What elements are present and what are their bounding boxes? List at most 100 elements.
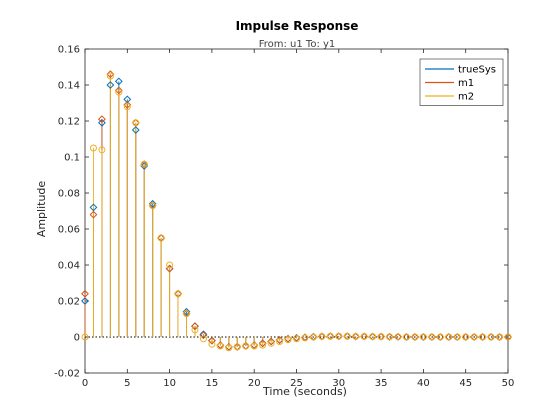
marker-m1 <box>98 115 106 124</box>
legend-label-trueSys: trueSys <box>458 65 496 76</box>
marker-m2 <box>115 88 123 96</box>
x-tick-label: 40 <box>417 378 430 389</box>
marker-m2 <box>479 333 487 341</box>
y-tick-label: 0 <box>74 333 80 344</box>
marker-m2 <box>157 234 165 242</box>
y-axis-label: Amplitude <box>35 181 48 238</box>
plot-area: 0 5 10 15 20 25 30 35 40 45 50-0.0200.020.040.060.… <box>54 45 514 390</box>
marker-m2 <box>301 334 309 342</box>
marker-m2 <box>183 310 191 318</box>
marker-trueSys <box>182 307 191 316</box>
marker-m1 <box>199 331 208 340</box>
x-axis-label: Time (seconds) <box>262 385 347 398</box>
marker-m2 <box>89 144 97 152</box>
marker-trueSys <box>199 330 208 339</box>
marker-m2 <box>81 333 89 341</box>
marker-m1 <box>258 339 267 348</box>
legend: trueSys m1 m2 <box>419 58 504 106</box>
marker-m2 <box>149 202 157 210</box>
y-tick-label: 0.1 <box>64 153 80 164</box>
marker-m1 <box>123 100 132 109</box>
y-tick-label: 0.08 <box>58 189 80 200</box>
x-tick-label: 50 <box>502 378 515 389</box>
marker-trueSys <box>123 95 132 104</box>
marker-trueSys <box>131 126 140 134</box>
marker-m2 <box>140 160 148 168</box>
marker-m1 <box>267 337 276 346</box>
marker-m2 <box>284 336 292 344</box>
marker-m1 <box>81 289 89 298</box>
x-tick-label: 0 <box>82 378 88 389</box>
marker-m2 <box>394 333 402 341</box>
marker-m2 <box>445 333 453 341</box>
chart-title: Impulse Response <box>236 19 359 33</box>
marker-m2 <box>242 342 250 350</box>
marker-trueSys <box>106 81 115 89</box>
marker-m2 <box>496 333 504 341</box>
marker-m1 <box>207 336 216 345</box>
marker-m2 <box>123 103 131 111</box>
marker-trueSys <box>89 203 98 212</box>
marker-m2 <box>335 332 343 340</box>
marker-m1 <box>191 322 199 331</box>
marker-trueSys <box>98 118 106 127</box>
marker-m2 <box>259 341 267 349</box>
marker-m2 <box>191 326 199 334</box>
marker-trueSys <box>114 77 123 86</box>
marker-m2 <box>233 343 241 351</box>
x-tick-label: 25 <box>290 378 303 389</box>
marker-m2 <box>377 333 385 341</box>
marker-m2 <box>326 332 334 340</box>
marker-m2 <box>132 119 140 127</box>
y-tick-label: 0.12 <box>58 117 80 128</box>
marker-m2 <box>276 338 284 345</box>
marker-trueSys <box>81 297 89 305</box>
marker-trueSys <box>148 199 157 208</box>
marker-m2 <box>208 340 216 348</box>
marker-m2 <box>343 332 351 340</box>
x-tick-label: 30 <box>332 378 345 389</box>
marker-m2 <box>309 333 317 341</box>
marker-m2 <box>352 332 360 340</box>
legend-label-m1: m1 <box>458 78 474 89</box>
marker-m2 <box>462 333 470 341</box>
x-tick-label: 35 <box>375 378 388 389</box>
marker-m2 <box>360 332 368 340</box>
marker-m2 <box>267 339 275 347</box>
marker-m2 <box>216 342 224 350</box>
marker-m2 <box>419 333 427 341</box>
marker-m2 <box>293 335 300 343</box>
marker-m2 <box>386 333 394 341</box>
y-tick-label: 0.06 <box>58 225 80 236</box>
x-tick-label: 5 <box>124 378 130 389</box>
marker-m2 <box>504 333 512 341</box>
marker-m2 <box>487 333 495 341</box>
y-tick-label: -0.02 <box>54 369 80 380</box>
marker-m2 <box>106 72 114 80</box>
marker-m2 <box>318 332 326 340</box>
x-tick-label: 15 <box>206 378 219 389</box>
y-tick-label: 0.16 <box>58 45 80 56</box>
marker-m2 <box>411 333 419 341</box>
marker-m2 <box>199 335 207 343</box>
marker-m2 <box>428 333 436 341</box>
marker-m1 <box>89 210 98 219</box>
chart-subtitle: From: u1 To: y1 <box>259 39 336 50</box>
x-tick-label: 45 <box>459 378 472 389</box>
marker-m2 <box>402 333 410 341</box>
marker-m2 <box>98 146 106 154</box>
marker-m2 <box>174 290 182 298</box>
x-tick-label: 20 <box>248 378 261 389</box>
marker-m1 <box>106 70 115 79</box>
y-tick-label: 0.14 <box>58 81 80 92</box>
marker-m2 <box>166 261 174 269</box>
marker-m2 <box>436 333 444 341</box>
marker-m2 <box>369 333 377 341</box>
marker-m2 <box>250 342 258 350</box>
x-tick-label: 10 <box>163 378 176 389</box>
marker-m2 <box>225 344 233 352</box>
marker-m1 <box>114 86 123 95</box>
y-tick-label: 0.02 <box>58 297 80 308</box>
marker-m2 <box>453 333 461 341</box>
